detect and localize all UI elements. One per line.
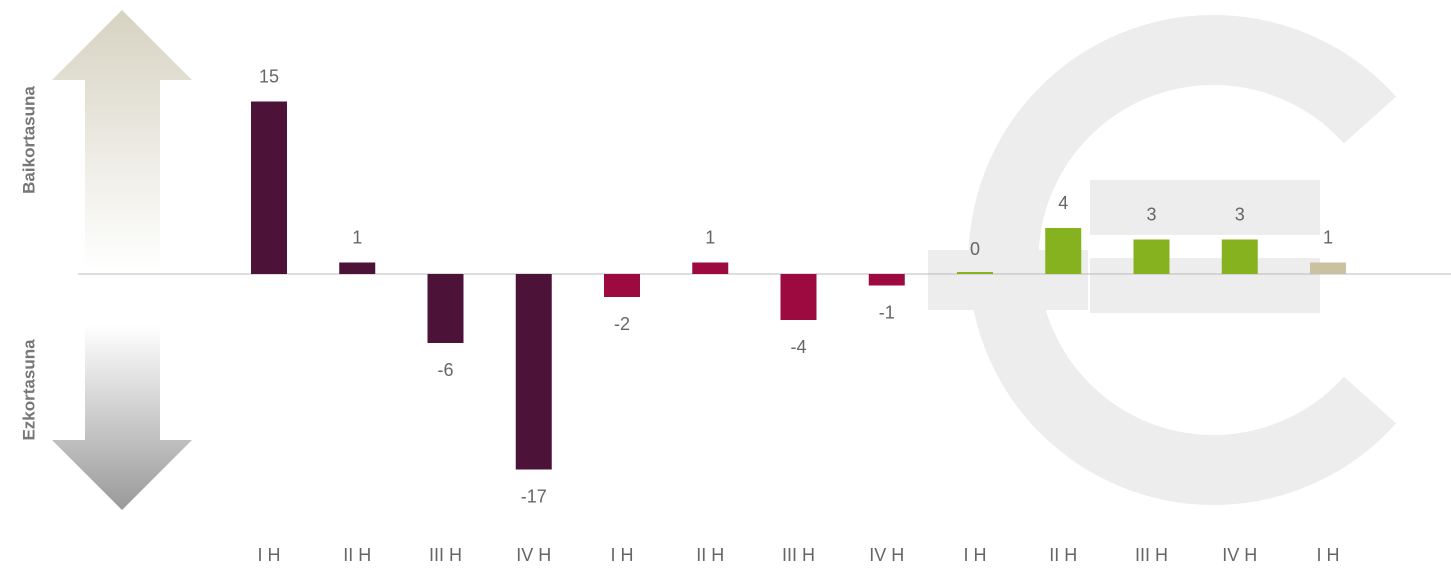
up-arrow xyxy=(52,10,192,270)
value-label: 1 xyxy=(705,227,715,247)
bar xyxy=(339,262,376,274)
value-label: -4 xyxy=(790,337,806,357)
value-label: 1 xyxy=(352,227,362,247)
value-label: -17 xyxy=(521,486,547,506)
x-tick-label: II H xyxy=(1049,545,1077,565)
x-tick-label: IV H xyxy=(516,545,551,565)
euro-bar xyxy=(1090,180,1320,235)
x-tick-label: I H xyxy=(257,545,280,565)
x-tick-label: III H xyxy=(429,545,462,565)
value-label: -6 xyxy=(437,360,453,380)
bar xyxy=(251,101,287,274)
x-tick-label: I H xyxy=(963,545,986,565)
down-arrow xyxy=(52,325,192,510)
bar xyxy=(957,272,993,274)
value-label: 3 xyxy=(1146,204,1156,224)
value-label: -1 xyxy=(879,302,895,322)
bar xyxy=(1045,228,1082,274)
bar xyxy=(604,274,640,297)
down-label: Ezkortasuna xyxy=(19,339,38,441)
value-label: -2 xyxy=(614,314,630,334)
value-label: 4 xyxy=(1058,193,1068,213)
x-tick-label: II H xyxy=(343,545,371,565)
x-tick-label: III H xyxy=(782,545,815,565)
value-label: 3 xyxy=(1235,204,1245,224)
x-tick-label: IV H xyxy=(869,545,904,565)
value-label: 15 xyxy=(259,66,279,86)
bar xyxy=(692,262,729,274)
x-tick-label: II H xyxy=(696,545,724,565)
bar xyxy=(427,274,464,343)
value-label: 0 xyxy=(970,239,980,259)
bar xyxy=(1221,239,1258,274)
x-tick-label: III H xyxy=(1135,545,1168,565)
bar xyxy=(515,274,552,470)
bar xyxy=(1133,239,1170,274)
x-tick-label: IV H xyxy=(1222,545,1257,565)
euro-watermark xyxy=(928,15,1397,505)
bar xyxy=(1310,262,1346,274)
euro-bar xyxy=(1090,258,1320,313)
x-tick-label: I H xyxy=(610,545,633,565)
bar xyxy=(780,274,817,320)
bar xyxy=(868,274,905,286)
value-label: 1 xyxy=(1323,227,1333,247)
up-label: Baikortasuna xyxy=(19,86,38,194)
x-tick-label: I H xyxy=(1316,545,1339,565)
